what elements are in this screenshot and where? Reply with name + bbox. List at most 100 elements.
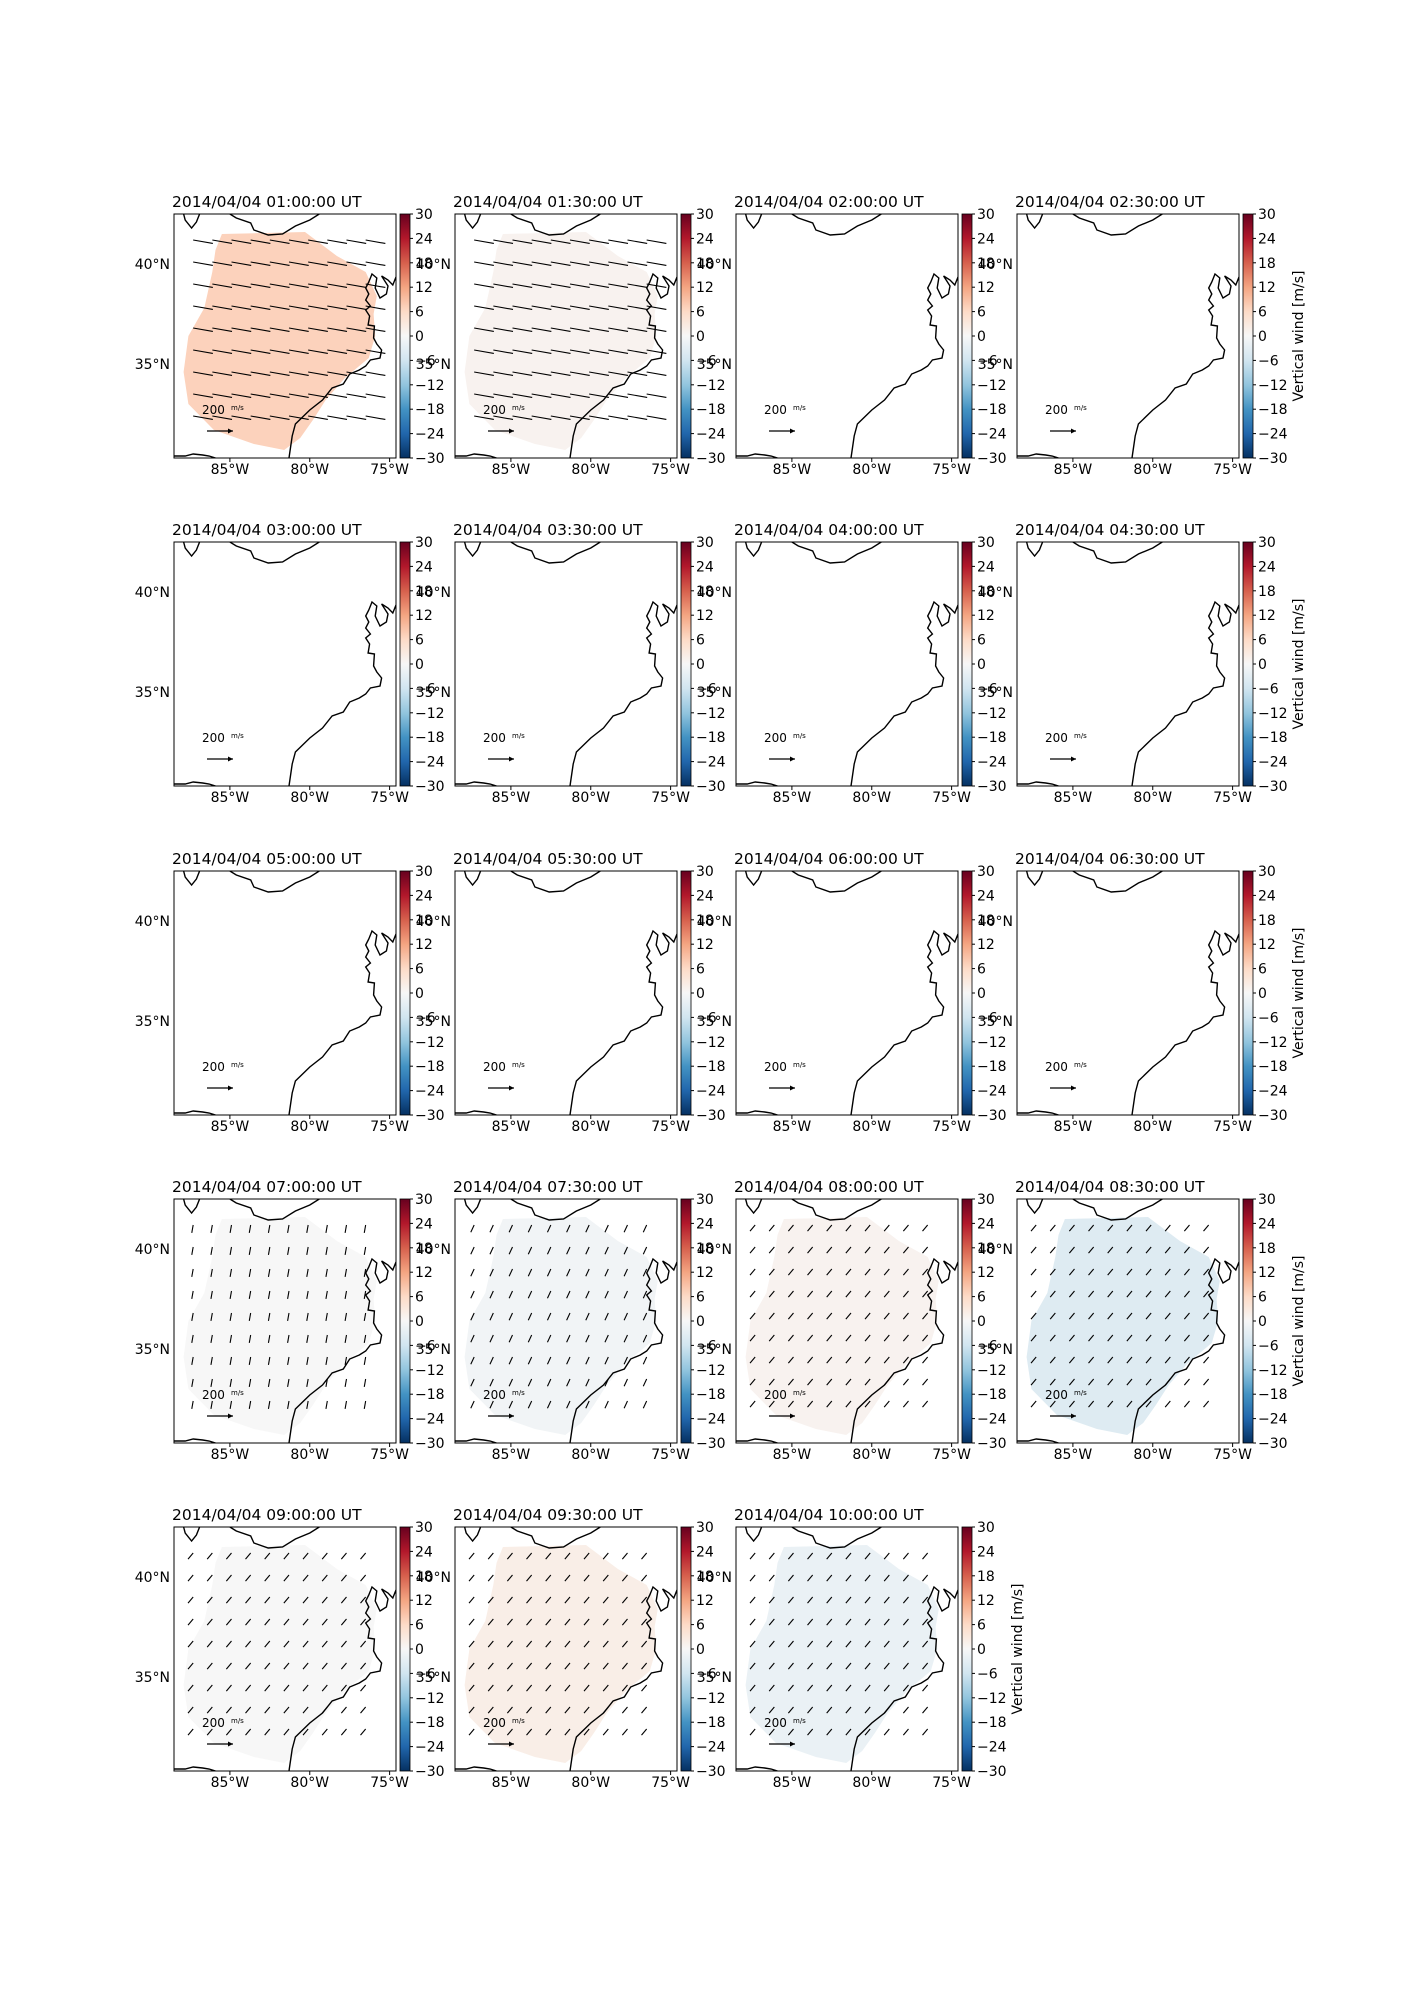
wind-vector — [564, 1684, 571, 1692]
colorbar-tick-label: 24 — [415, 231, 433, 247]
wind-vector — [526, 1618, 533, 1626]
map-frame — [1016, 541, 1240, 787]
wind-vector — [807, 1618, 814, 1626]
lon-tick-label: 75°W — [651, 790, 690, 806]
colorbar-tick-label: −30 — [977, 1436, 1007, 1452]
wind-vector — [604, 1400, 609, 1409]
reference-vector-units: m/s — [793, 1061, 806, 1069]
wind-vector — [468, 1684, 475, 1692]
coastline — [229, 871, 320, 893]
map-area — [174, 542, 396, 786]
wind-vector — [602, 1662, 609, 1670]
wind-vector — [902, 1268, 909, 1276]
wind-vector — [360, 1574, 367, 1582]
wind-vector — [550, 283, 571, 289]
wind-vector — [191, 1356, 194, 1365]
map-frame — [454, 1198, 678, 1444]
wind-vector — [308, 393, 328, 399]
wind-vector — [206, 1706, 213, 1714]
colorbar-tick-label: 0 — [1258, 657, 1267, 673]
colorbar-tick-label: 0 — [696, 329, 705, 345]
wind-vector — [327, 283, 348, 289]
wind-vector — [627, 349, 648, 355]
wind-vector — [585, 1312, 590, 1321]
colorbar-tick-label: −18 — [1258, 1387, 1288, 1403]
wind-vector — [363, 1312, 367, 1321]
coastline — [1072, 1199, 1163, 1221]
colorbar-tick-label: 6 — [977, 633, 986, 649]
coastline — [1072, 542, 1163, 564]
wind-vector — [749, 1224, 756, 1232]
wind-vector — [646, 327, 667, 333]
wind-vector — [287, 1378, 290, 1387]
map-panel: 2014/04/04 05:30:00 UT 200 m/s 85°W 80°W 75°W… — [416, 850, 726, 1135]
wind-vector — [864, 1728, 871, 1736]
wind-vector — [283, 1596, 290, 1604]
wind-vector — [589, 283, 609, 289]
reference-vector-units: m/s — [231, 404, 244, 412]
wind-vector — [321, 1596, 328, 1604]
colorbar-tick-label: 12 — [977, 1593, 995, 1609]
wind-vector — [864, 1552, 871, 1560]
colorbar-tick-label: −24 — [696, 755, 726, 771]
wind-vector — [340, 1684, 347, 1692]
wind-vector — [269, 327, 290, 333]
wind-vector — [883, 1224, 890, 1232]
wind-vector — [365, 393, 386, 399]
wind-vector — [306, 1356, 309, 1365]
wind-vector — [589, 239, 609, 245]
wind-vector — [1068, 1378, 1075, 1386]
map-area — [1017, 871, 1239, 1115]
wind-vector — [1107, 1268, 1114, 1276]
colorbar-tick-label: −6 — [415, 681, 436, 697]
colorbar-tick-label: −12 — [977, 1691, 1007, 1707]
colorbar-tick-label: −6 — [977, 681, 998, 697]
coastline — [736, 453, 778, 458]
wind-vector — [489, 1356, 494, 1365]
wind-vector — [864, 1618, 871, 1626]
wind-vector — [589, 261, 609, 267]
wind-vector — [807, 1574, 814, 1582]
wind-vector — [550, 239, 571, 245]
wind-vector — [344, 1290, 348, 1299]
panel-title: 2014/04/04 04:30:00 UT — [1015, 521, 1205, 539]
wind-vector — [1068, 1246, 1075, 1254]
colorbar-tick-label: −18 — [977, 1059, 1007, 1075]
wind-vector — [1183, 1400, 1190, 1408]
wind-vector — [468, 1552, 475, 1560]
wind-vector — [826, 1224, 833, 1232]
wind-vector — [468, 1706, 475, 1714]
wind-vector — [826, 1552, 833, 1560]
coastline — [1131, 1257, 1239, 1443]
wind-vector — [283, 1552, 290, 1560]
wind-vector — [474, 239, 494, 245]
wind-vector — [191, 1290, 194, 1299]
reference-vector-units: m/s — [793, 1389, 806, 1397]
wind-vector — [470, 1400, 475, 1409]
wind-vector — [269, 239, 290, 245]
wind-vector — [321, 1618, 328, 1626]
lat-tick-label: 40°N — [697, 257, 732, 273]
wind-vector — [250, 349, 271, 355]
colorbar-tick-label: −30 — [977, 451, 1007, 467]
lon-tick-label: 75°W — [932, 1447, 971, 1463]
wind-vector — [604, 1224, 609, 1233]
colorbar-tick-label: −24 — [415, 427, 445, 443]
wind-vector — [807, 1596, 814, 1604]
lon-tick-label: 85°W — [211, 1775, 250, 1791]
wind-vector — [1088, 1246, 1095, 1254]
colorbar-tick-label: −18 — [696, 1715, 726, 1731]
colorbar-tick-label: −30 — [696, 779, 726, 795]
colorbar-tick-label: 6 — [1258, 1290, 1267, 1306]
wind-vector — [1126, 1378, 1133, 1386]
wind-vector — [287, 1356, 290, 1365]
wind-vector — [646, 261, 667, 267]
wind-vector — [768, 1684, 775, 1692]
colorbar-tick-label: 12 — [696, 608, 714, 624]
wind-vector — [642, 1268, 648, 1277]
wind-vector — [807, 1400, 814, 1408]
wind-vector — [1107, 1224, 1114, 1232]
panel-title: 2014/04/04 07:30:00 UT — [453, 1178, 643, 1196]
wind-vector — [583, 1640, 590, 1648]
coastline — [288, 1585, 396, 1771]
